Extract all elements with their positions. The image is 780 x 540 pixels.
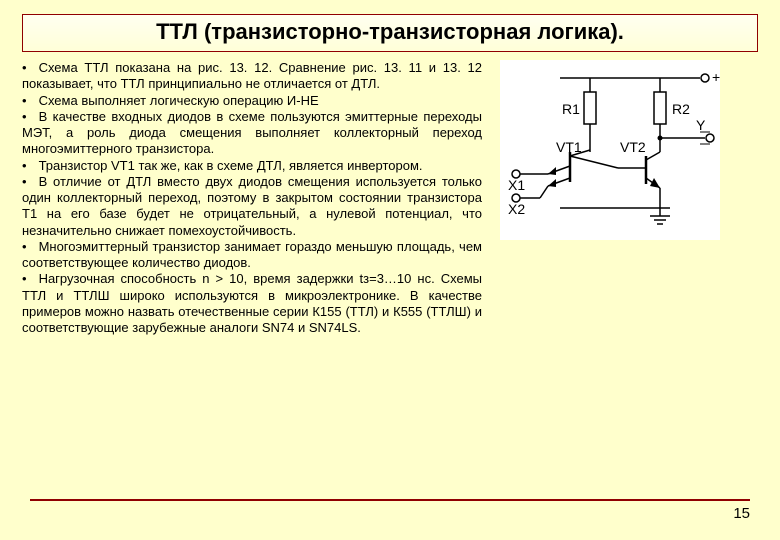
bullet-item: В отличие от ДТЛ вместо двух диодов смещ…	[22, 174, 482, 239]
label-x2: X2	[508, 201, 525, 217]
diagram-column: + R1 R2 Y VT1	[500, 60, 720, 336]
label-r2: R2	[672, 101, 690, 117]
label-y: Y	[696, 117, 706, 133]
label-vt2: VT2	[620, 139, 646, 155]
bullet-text: Нагрузочная способность n > 10, время за…	[22, 271, 482, 335]
bullet-item: Транзистор VT1 так же, как в схеме ДТЛ, …	[22, 158, 482, 174]
footer-rule: 15	[30, 499, 750, 522]
page-title: ТТЛ (транзисторно-транзисторная логика).	[23, 19, 757, 45]
label-plus: +	[712, 69, 720, 85]
bullet-item: Многоэмиттерный транзистор занимает гора…	[22, 239, 482, 272]
bullet-text: Многоэмиттерный транзистор занимает гора…	[22, 239, 482, 270]
page-number: 15	[733, 505, 750, 522]
bullet-item: В качестве входных диодов в схеме пользу…	[22, 109, 482, 158]
bullet-item: Схема выполняет логическую операцию И-НЕ	[22, 93, 482, 109]
bullet-text: Схема выполняет логическую операцию И-НЕ	[39, 93, 319, 108]
bullet-text: В качестве входных диодов в схеме пользу…	[22, 109, 482, 157]
bullet-item: Схема ТТЛ показана на рис. 13. 12. Сравн…	[22, 60, 482, 93]
circuit-bg	[500, 60, 720, 240]
text-column: Схема ТТЛ показана на рис. 13. 12. Сравн…	[22, 60, 482, 336]
title-box: ТТЛ (транзисторно-транзисторная логика).	[22, 14, 758, 52]
bullet-text: В отличие от ДТЛ вместо двух диодов смещ…	[22, 174, 482, 238]
content-row: Схема ТТЛ показана на рис. 13. 12. Сравн…	[22, 60, 758, 336]
label-r1: R1	[562, 101, 580, 117]
label-x1: X1	[508, 177, 525, 193]
circuit-diagram: + R1 R2 Y VT1	[500, 60, 720, 240]
bullet-text: Транзистор VT1 так же, как в схеме ДТЛ, …	[39, 158, 423, 173]
bullet-text: Схема ТТЛ показана на рис. 13. 12. Сравн…	[22, 60, 482, 91]
bullet-item: Нагрузочная способность n > 10, время за…	[22, 271, 482, 336]
slide-page: ТТЛ (транзисторно-транзисторная логика).…	[0, 0, 780, 540]
bullet-list: Схема ТТЛ показана на рис. 13. 12. Сравн…	[22, 60, 482, 336]
